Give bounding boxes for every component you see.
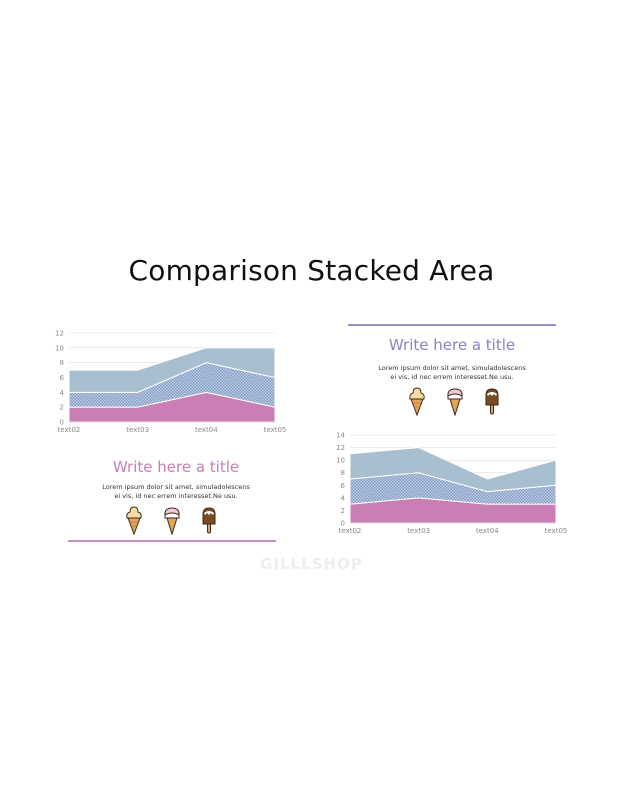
stacked-area-chart-right: 0 2 4 6 8 10 12 14 text02 text03 text04 text05 [336,432,568,536]
x-tick-label: text04 [476,527,499,535]
area-series-3 [349,447,557,493]
watermark: GILLLSHOP [260,555,363,573]
y-tick-label: 14 [336,432,345,440]
y-tick-label: 4 [341,494,346,502]
vanilla-ice-cream-cone-icon [125,505,143,536]
y-tick-label: 10 [336,457,345,465]
x-tick-label: text03 [126,426,149,434]
right-block-text: Lorem ipsum dolor sit amet, simuladolesc… [378,364,526,381]
page-title: Comparison Stacked Area [128,254,495,287]
x-tick-label: text02 [58,426,81,434]
y-tick-label: 4 [60,389,65,397]
y-tick-label: 8 [60,359,64,367]
left-block-text: Lorem ipsum dolor sit amet, simuladolesc… [102,483,250,500]
x-tick-label: text05 [545,527,568,535]
right-block-rule [348,324,556,326]
strawberry-ice-cream-cone-icon [446,386,464,417]
left-block-title: Write here a title [112,458,240,476]
right-block-title: Write here a title [388,336,516,354]
y-tick-label: 0 [341,520,345,528]
stacked-area-chart-left: 0 2 4 6 8 10 12 text02 text03 text04 text05 [55,330,287,435]
y-tick-label: 2 [60,404,64,412]
y-tick-label: 0 [60,419,64,427]
x-tick-label: text03 [407,527,430,535]
y-tick-label: 6 [341,482,346,490]
x-tick-label: text05 [264,426,287,434]
area-series-3 [68,347,276,393]
x-tick-label: text04 [195,426,218,434]
y-tick-label: 6 [60,374,65,382]
y-tick-label: 12 [336,444,345,452]
y-tick-label: 10 [55,344,64,352]
chocolate-ice-cream-bar-icon [200,505,218,535]
left-block-rule [68,540,276,542]
chocolate-ice-cream-bar-icon [483,386,501,416]
vanilla-ice-cream-cone-icon [408,386,426,417]
y-tick-label: 2 [341,507,345,515]
x-tick-label: text02 [339,527,362,535]
y-tick-label: 12 [55,330,64,338]
strawberry-ice-cream-cone-icon [163,505,181,536]
y-tick-label: 8 [341,469,345,477]
